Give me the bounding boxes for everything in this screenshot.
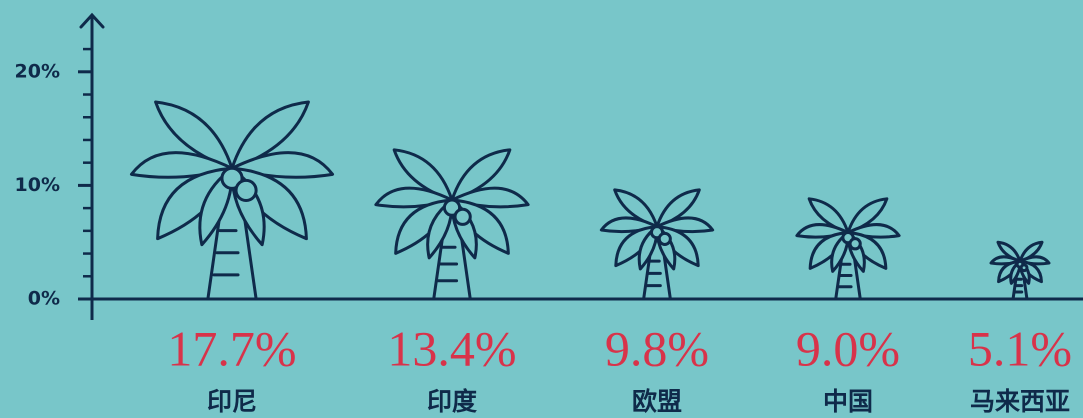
category-label: 马来西亚 [970,387,1070,416]
value-label: 9.8% [605,320,709,376]
category-label: 印度 [427,387,477,416]
coconut [236,180,256,200]
category-label: 中国 [823,387,873,416]
y-tick-label: 20% [15,60,60,82]
category-label: 欧盟 [632,387,682,416]
value-label: 9.0% [796,320,900,376]
chart: 0% 10% 20% 17.7% 印尼 13.4% 印度 9.8% 欧盟 9.0% 中国 5.1% 马来… [0,0,1083,418]
coconut [659,233,670,244]
coconut [1021,265,1027,271]
coconut [850,239,860,249]
y-tick-label: 0% [28,288,60,310]
coconut [455,209,470,224]
value-label: 17.7% [167,320,296,376]
value-label: 5.1% [968,320,1072,376]
value-label: 13.4% [387,320,516,376]
y-tick-label: 10% [15,174,60,196]
category-label: 印尼 [207,387,257,416]
